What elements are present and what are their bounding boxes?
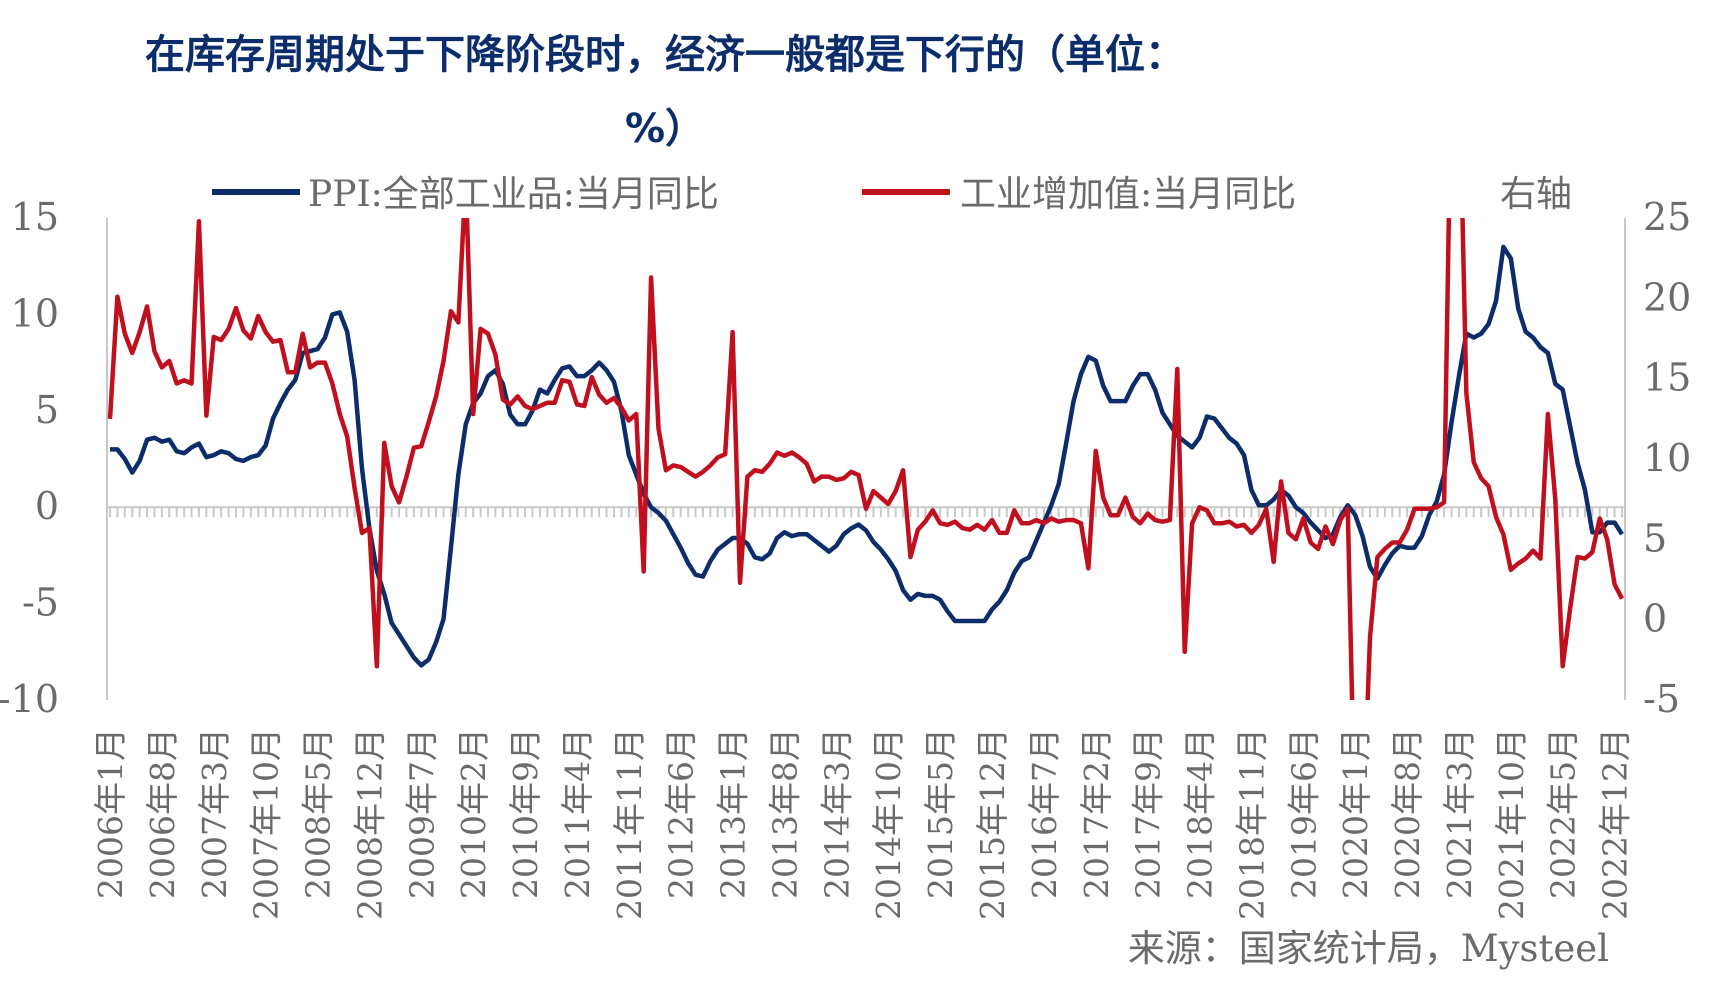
chart-title: 在库存周期处于下降阶段时，经济一般都是下行的（单位： %） bbox=[0, 18, 1330, 166]
chart-series bbox=[107, 218, 1625, 700]
x-axis-tick-label: 2010年9月 bbox=[506, 728, 545, 899]
x-axis-tick-label: 2020年8月 bbox=[1388, 728, 1427, 899]
source-note: 来源：国家统计局，Mysteel bbox=[1127, 927, 1609, 970]
x-axis-tick-label: 2015年12月 bbox=[973, 728, 1012, 920]
x-axis-tick-label: 2012年6月 bbox=[662, 728, 701, 899]
x-axis-tick-label: 2014年3月 bbox=[817, 728, 856, 899]
x-axis-tick-label: 2009年7月 bbox=[402, 728, 441, 899]
chart-axes bbox=[106, 218, 1626, 700]
x-axis-tick-label: 2015年5月 bbox=[921, 728, 960, 899]
left-axis-tick-label: 5 bbox=[35, 388, 59, 432]
axis-ticks: 15 10 5 0 -5 -10 25 20 15 10 5 0 -5 2006年1月 2006年8月 200… bbox=[0, 195, 1691, 920]
right-axis-tick-label: 10 bbox=[1643, 436, 1691, 480]
x-axis-tick-label: 2008年12月 bbox=[350, 728, 389, 920]
x-axis-tick-label: 2011年11月 bbox=[610, 728, 649, 920]
chart-title-line-1: 在库存周期处于下降阶段时，经济一般都是下行的（单位： bbox=[145, 32, 1185, 78]
x-axis-tick-label: 2021年10月 bbox=[1492, 728, 1531, 920]
x-axis-tick-label: 2017年2月 bbox=[1077, 728, 1116, 899]
x-axis-tick-label: 2007年10月 bbox=[247, 728, 286, 920]
right-axis-tick-label: 0 bbox=[1643, 597, 1667, 641]
x-axis-tick-label: 2017年9月 bbox=[1129, 728, 1168, 899]
x-axis-tick-label: 2014年10月 bbox=[869, 728, 908, 920]
legend-ppi-label: PPI:全部工业品:当月同比 bbox=[308, 174, 719, 215]
x-axis-tick-label: 2013年1月 bbox=[714, 728, 753, 899]
right-axis-tick-label: 15 bbox=[1643, 356, 1691, 400]
left-axis-tick-label: -5 bbox=[22, 581, 59, 625]
right-axis-tick-label: 25 bbox=[1643, 195, 1691, 239]
legend-ip-label: 工业增加值:当月同比 bbox=[960, 174, 1296, 215]
right-axis-tick-label: 20 bbox=[1643, 275, 1691, 319]
x-axis-tick-label: 2010年2月 bbox=[454, 728, 493, 899]
x-axis-tick-label: 2019年6月 bbox=[1284, 728, 1323, 899]
x-axis-tick-label: 2016年7月 bbox=[1025, 728, 1064, 899]
x-axis-tick-label: 2018年11月 bbox=[1232, 728, 1271, 920]
chart-title-line-2: %） bbox=[624, 106, 706, 152]
x-axis-tick-label: 2007年3月 bbox=[195, 728, 234, 899]
x-axis-tick-label: 2008年5月 bbox=[299, 728, 338, 899]
x-axis-tick-label: 2020年1月 bbox=[1336, 728, 1375, 899]
x-axis-tick-label: 2006年8月 bbox=[143, 728, 182, 899]
left-axis-tick-label: -10 bbox=[0, 677, 59, 721]
x-axis-tick-label: 2011年4月 bbox=[558, 728, 597, 899]
left-axis-tick-label: 0 bbox=[35, 484, 59, 528]
right-axis-tick-label: 5 bbox=[1643, 516, 1667, 560]
chart-legend: PPI:全部工业品:当月同比 工业增加值:当月同比 右轴 bbox=[212, 174, 1572, 215]
ppi-series-line bbox=[110, 244, 1624, 668]
left-axis-tick-label: 10 bbox=[11, 291, 59, 335]
x-axis-tick-label: 2021年3月 bbox=[1440, 728, 1479, 899]
x-axis-tick-label: 2022年5月 bbox=[1544, 728, 1583, 899]
left-axis-tick-label: 15 bbox=[11, 195, 59, 239]
x-axis-tick-label: 2006年1月 bbox=[91, 728, 130, 899]
right-axis-tick-label: -5 bbox=[1643, 677, 1680, 721]
x-axis-tick-label: 2022年12月 bbox=[1596, 728, 1635, 920]
x-axis-tick-label: 2018年4月 bbox=[1181, 728, 1220, 899]
industrial-output-series-line bbox=[107, 218, 1625, 700]
right-axis-note: 右轴 bbox=[1500, 174, 1572, 215]
x-axis-tick-label: 2013年8月 bbox=[765, 728, 804, 899]
